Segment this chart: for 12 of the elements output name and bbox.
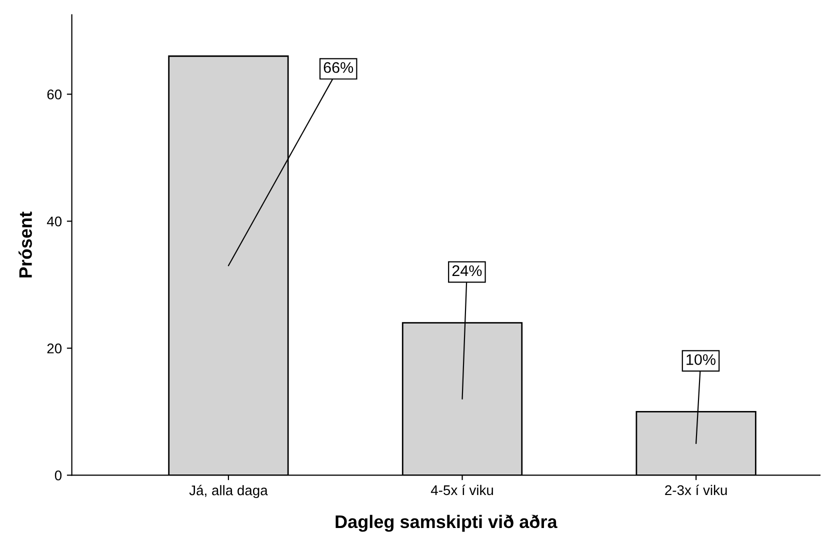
data-label: 10% (686, 354, 716, 366)
x-tick-label: 4-5x í viku (430, 484, 493, 496)
y-tick-label: 60 (47, 90, 62, 100)
y-tick-label: 40 (46, 216, 62, 226)
y-tick-label: 0 (54, 470, 62, 480)
x-axis-title: Dagleg samskipti við aðra (336, 514, 558, 532)
data-label: 24% (452, 265, 482, 276)
data-label: 66% (324, 62, 354, 73)
y-axis-title: Prósent (18, 212, 32, 278)
x-tick-label: 2-3x í viku (665, 484, 727, 496)
x-tick-label: Já, alla daga (189, 484, 268, 498)
y-tick-label: 20 (47, 344, 62, 354)
